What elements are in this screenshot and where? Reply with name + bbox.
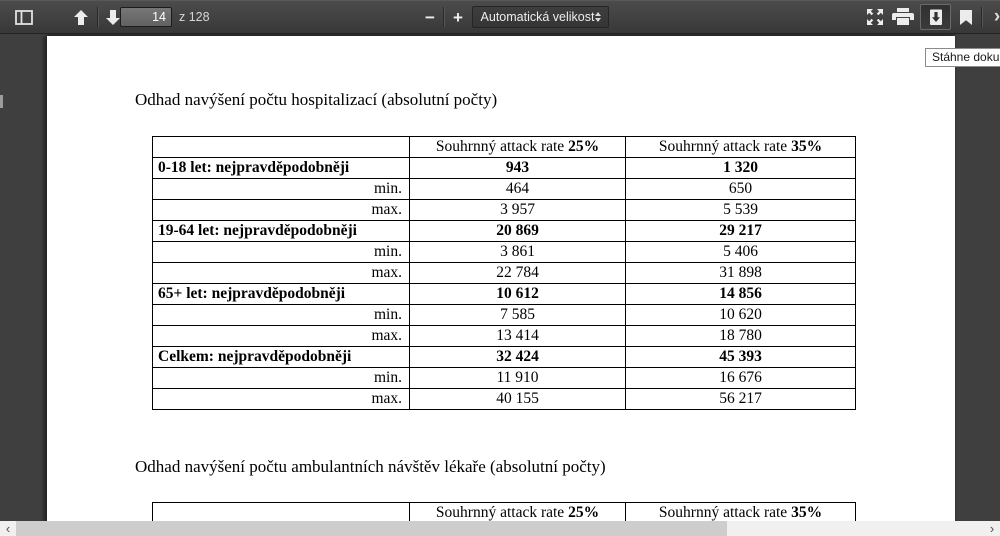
row-label: max. (152, 388, 410, 410)
cell-rate25: 3 861 (409, 241, 626, 263)
sidebar-panel-icon (15, 9, 33, 25)
window-edge-artifact (0, 95, 3, 108)
header-attack-rate-35: Souhrnný attack rate 35% (625, 136, 856, 158)
table-row: min. 11 910 16 676 (152, 367, 856, 389)
table-row: Celkem: nejpravděpodobněji 32 424 45 393 (152, 346, 856, 368)
row-label: min. (152, 178, 410, 200)
cell-rate25: 20 869 (409, 220, 626, 242)
minus-icon: − (425, 7, 435, 27)
hospitalizations-table: Souhrnný attack rate 25% Souhrnný attack… (152, 136, 856, 410)
cell-rate35: 18 780 (625, 325, 856, 347)
plus-icon: + (453, 7, 463, 27)
section-title-hospitalizations: Odhad navýšení počtu hospitalizací (abso… (135, 90, 498, 109)
table-row: max. 22 784 31 898 (152, 262, 856, 284)
toolbar-separator (981, 7, 982, 27)
empty-header-cell (152, 136, 410, 158)
table-row: min. 7 585 10 620 (152, 304, 856, 326)
download-button[interactable] (920, 4, 951, 30)
next-page-button[interactable] (100, 4, 126, 30)
row-label: Celkem: nejpravděpodobněji (152, 346, 410, 368)
print-button[interactable] (890, 4, 916, 30)
cell-rate25: 7 585 (409, 304, 626, 326)
table-row: max. 3 957 5 539 (152, 199, 856, 221)
scroll-left-arrow-icon[interactable]: ‹ (5, 521, 11, 536)
cell-rate25: 943 (409, 157, 626, 179)
previous-page-button[interactable] (68, 4, 94, 30)
horizontal-scrollbar[interactable]: ‹ › (0, 521, 1000, 536)
page-number-input[interactable] (120, 7, 172, 27)
download-tooltip: Stáhne dokument (925, 48, 1000, 67)
arrow-down-icon (105, 9, 121, 26)
table-header-row: Souhrnný attack rate 25% Souhrnný attack… (152, 136, 856, 158)
section-title-outpatient-visits: Odhad navýšení počtu ambulantních návště… (135, 457, 606, 476)
row-label: min. (152, 241, 410, 263)
table-row: 0-18 let: nejpravděpodobněji 943 1 320 (152, 157, 856, 179)
cell-rate25: 3 957 (409, 199, 626, 221)
cell-rate25: 13 414 (409, 325, 626, 347)
cell-rate25: 10 612 (409, 283, 626, 305)
cell-rate35: 31 898 (625, 262, 856, 284)
cell-rate35: 56 217 (625, 388, 856, 410)
more-tools-button[interactable]: › (988, 4, 1000, 30)
row-label: max. (152, 262, 410, 284)
cell-rate25: 464 (409, 178, 626, 200)
row-label: 0-18 let: nejpravděpodobněji (152, 157, 410, 179)
table-row: max. 40 155 56 217 (152, 388, 856, 410)
page-count-label: z 128 (179, 10, 210, 24)
cell-rate35: 45 393 (625, 346, 856, 368)
pdf-page: Odhad navýšení počtu hospitalizací (abso… (47, 36, 955, 536)
arrow-up-icon (73, 9, 89, 26)
printer-icon (892, 8, 914, 26)
row-label: max. (152, 325, 410, 347)
cell-rate35: 650 (625, 178, 856, 200)
pdf-toolbar: z 128 − + Automatická velikost (0, 0, 1000, 34)
bookmark-button[interactable] (956, 4, 976, 30)
table-row: min. 3 861 5 406 (152, 241, 856, 263)
row-label: 65+ let: nejpravděpodobněji (152, 283, 410, 305)
header-attack-rate-25: Souhrnný attack rate 25% (409, 136, 626, 158)
presentation-mode-button[interactable] (862, 4, 888, 30)
row-label: min. (152, 304, 410, 326)
cell-rate35: 10 620 (625, 304, 856, 326)
toolbar-separator (443, 7, 444, 27)
download-icon (929, 9, 943, 26)
zoom-out-button[interactable]: − (418, 4, 442, 30)
cell-rate35: 16 676 (625, 367, 856, 389)
scrollbar-thumb[interactable] (16, 521, 727, 536)
bookmark-icon (960, 9, 972, 25)
row-label: max. (152, 199, 410, 221)
zoom-mode-select[interactable]: Automatická velikost (472, 6, 609, 28)
cell-rate35: 5 539 (625, 199, 856, 221)
zoom-mode-value: Automatická velikost (480, 10, 595, 24)
cell-rate25: 32 424 (409, 346, 626, 368)
cell-rate25: 22 784 (409, 262, 626, 284)
zoom-in-button[interactable]: + (446, 4, 470, 30)
sidebar-toggle-button[interactable] (8, 4, 40, 30)
table-row: max. 13 414 18 780 (152, 325, 856, 347)
cell-rate25: 40 155 (409, 388, 626, 410)
row-label: 19-64 let: nejpravděpodobněji (152, 220, 410, 242)
table-row: 65+ let: nejpravděpodobněji 10 612 14 85… (152, 283, 856, 305)
cell-rate35: 5 406 (625, 241, 856, 263)
header-attack-rate-25: Souhrnný attack rate 25% (409, 502, 626, 524)
cell-rate25: 11 910 (409, 367, 626, 389)
chevron-right-icon: › (993, 6, 1000, 27)
select-caret-icon (595, 12, 601, 22)
scroll-right-arrow-icon[interactable]: › (989, 521, 995, 536)
table-row: min. 464 650 (152, 178, 856, 200)
row-label: min. (152, 367, 410, 389)
cell-rate35: 29 217 (625, 220, 856, 242)
cell-rate35: 1 320 (625, 157, 856, 179)
cell-rate35: 14 856 (625, 283, 856, 305)
toolbar-separator (97, 7, 98, 27)
expand-arrows-icon (865, 7, 885, 27)
table-row: 19-64 let: nejpravděpodobněji 20 869 29 … (152, 220, 856, 242)
